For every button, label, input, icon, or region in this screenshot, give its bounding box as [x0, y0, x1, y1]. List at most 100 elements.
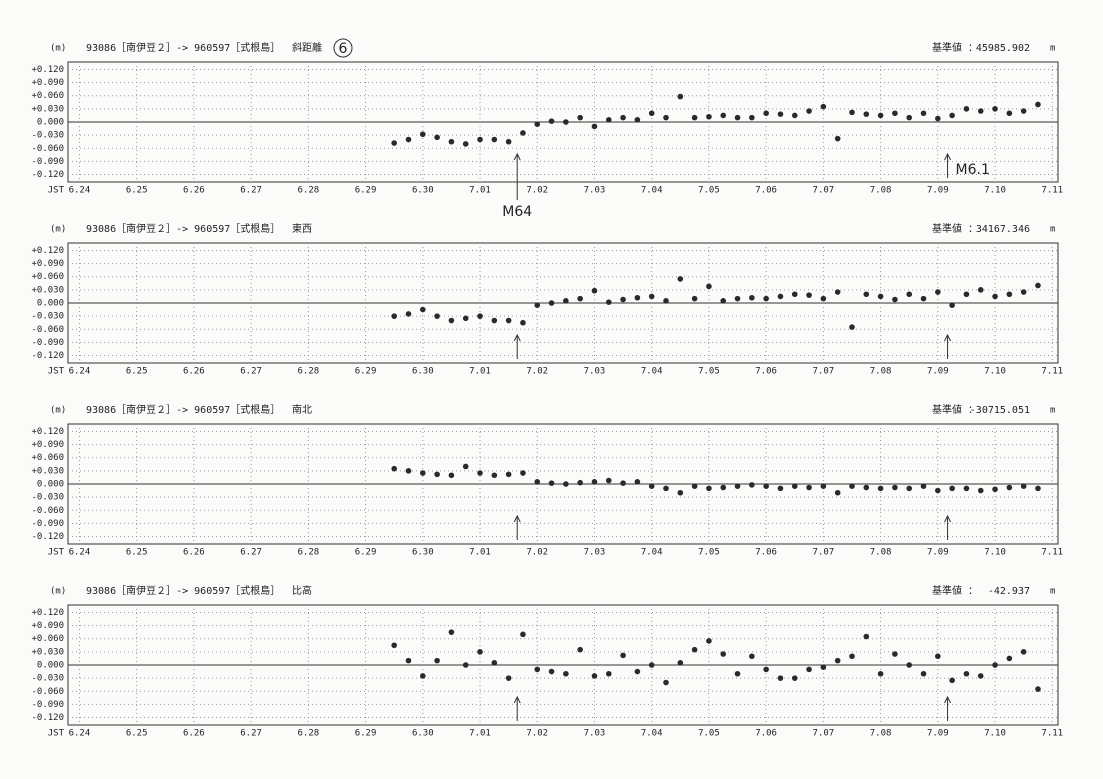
x-tick-label: 6.29	[355, 367, 377, 377]
x-tick-label: 6.30	[412, 729, 434, 739]
reference-value: 34167.346	[976, 224, 1030, 235]
data-point	[992, 293, 998, 300]
data-point	[863, 633, 870, 640]
data-point	[806, 292, 812, 298]
x-axis-label: JST	[48, 186, 65, 196]
data-point	[791, 675, 798, 681]
y-tick-label: 0.000	[37, 480, 64, 490]
y-tick-label: +0.090	[31, 440, 64, 450]
data-point	[520, 470, 526, 476]
data-point	[620, 652, 626, 659]
data-point	[791, 483, 798, 489]
data-point	[1006, 484, 1013, 491]
data-point	[605, 117, 612, 123]
data-point	[391, 642, 397, 649]
data-point	[591, 479, 598, 485]
data-point	[791, 291, 798, 298]
event-label: M6.1	[956, 162, 990, 178]
data-point	[706, 485, 712, 492]
x-tick-label: 6.26	[183, 186, 205, 196]
data-point	[677, 489, 684, 496]
data-point	[462, 141, 469, 147]
data-point	[577, 295, 583, 302]
data-point	[462, 463, 469, 470]
data-point	[1035, 101, 1041, 108]
data-point	[734, 670, 741, 677]
data-point	[477, 136, 483, 143]
x-tick-label: 7.10	[984, 729, 1006, 739]
x-tick-label: 6.29	[355, 186, 377, 196]
reference-label: 基準値 ：	[932, 222, 978, 235]
data-point	[906, 291, 913, 298]
data-point	[577, 114, 583, 121]
y-tick-label: +0.120	[31, 65, 64, 75]
x-tick-label: 7.05	[698, 367, 720, 377]
x-tick-label: 7.10	[984, 548, 1006, 558]
data-point	[949, 302, 955, 308]
data-point	[634, 117, 641, 123]
data-point	[720, 484, 727, 491]
data-point	[892, 110, 898, 117]
data-point	[806, 108, 812, 114]
data-point	[648, 110, 655, 117]
x-tick-label: 6.28	[298, 186, 320, 196]
data-point	[534, 666, 541, 673]
x-tick-label: 6.29	[355, 548, 377, 558]
x-tick-label: 7.08	[870, 367, 892, 377]
data-point	[720, 651, 727, 657]
component: 東西	[292, 222, 312, 235]
data-point	[791, 112, 798, 119]
x-tick-label: 6.29	[355, 729, 377, 739]
x-tick-label: 7.07	[813, 729, 835, 739]
y-tick-label: -0.120	[31, 713, 64, 723]
data-point	[820, 664, 827, 670]
event-arrow-head	[513, 695, 521, 704]
x-tick-label: 7.08	[870, 186, 892, 196]
data-point	[720, 112, 727, 119]
x-tick-label: 7.03	[584, 729, 606, 739]
x-tick-label: 7.02	[526, 729, 548, 739]
x-tick-label: 7.05	[698, 186, 720, 196]
x-tick-label: 7.05	[698, 729, 720, 739]
data-point	[405, 136, 412, 143]
data-point	[477, 313, 483, 319]
data-point	[491, 472, 498, 479]
data-point	[877, 670, 884, 677]
x-tick-label: 6.30	[412, 548, 434, 558]
event-arrow-head	[944, 152, 952, 161]
data-point	[920, 295, 927, 302]
data-point	[548, 118, 555, 124]
data-point	[548, 480, 555, 486]
station-title: 93086［南伊豆２］-> 960597［式根島］	[86, 403, 280, 416]
reference-label: 基準値 ：	[932, 403, 978, 416]
data-point	[691, 295, 698, 302]
reference-unit: m	[1050, 225, 1055, 235]
x-tick-label: 7.08	[870, 729, 892, 739]
x-tick-label: 7.04	[641, 186, 663, 196]
data-point	[548, 300, 555, 306]
data-point	[477, 470, 483, 476]
x-tick-label: 7.03	[584, 367, 606, 377]
station-title: 93086［南伊豆２］-> 960597［式根島］	[86, 584, 280, 597]
data-point	[663, 298, 669, 304]
data-point	[1020, 649, 1027, 655]
component: 比高	[292, 584, 312, 597]
data-point	[963, 670, 970, 677]
data-point	[491, 136, 498, 143]
x-tick-label: 6.24	[69, 367, 91, 377]
data-point	[863, 484, 870, 491]
x-tick-label: 7.09	[927, 548, 949, 558]
x-tick-label: 7.05	[698, 548, 720, 558]
x-tick-label: 6.25	[126, 548, 148, 558]
y-tick-label: -0.060	[31, 506, 64, 516]
x-tick-label: 7.11	[1041, 186, 1063, 196]
data-point	[677, 93, 684, 100]
data-point	[1020, 289, 1027, 295]
y-tick-label: +0.030	[31, 285, 64, 295]
data-point	[749, 114, 755, 121]
data-point	[806, 666, 812, 673]
x-tick-label: 7.09	[927, 729, 949, 739]
unit: (m)	[50, 225, 66, 235]
x-tick-label: 7.04	[641, 548, 663, 558]
